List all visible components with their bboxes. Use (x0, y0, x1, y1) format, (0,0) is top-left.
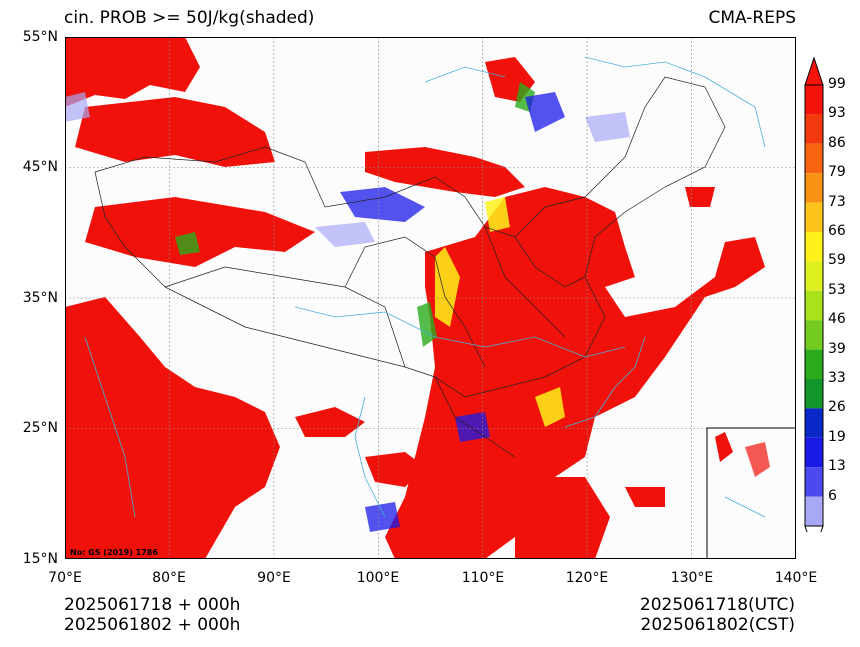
map-approval-note: No: GS (2019) 1786 (70, 548, 158, 557)
lon-label: 90°E (257, 570, 291, 586)
colorbar-label: 93 (828, 105, 846, 122)
plot-title: cin. PROB >= 50J/kg(shaded) (64, 8, 315, 28)
colorbar-label: 79 (828, 164, 846, 181)
valid-time-utc: 2025061718(UTC) (639, 595, 795, 615)
colorbar-segment (805, 261, 823, 291)
colorbar-extend-top (804, 56, 824, 86)
colorbar-label: 59 (828, 252, 846, 269)
colorbar-label: 6 (828, 487, 837, 504)
colorbar-segment (805, 85, 823, 115)
lon-label: 120°E (565, 570, 609, 586)
valid-times-right: 2025061718(UTC) 2025061802(CST) (640, 595, 795, 635)
lat-label: 45°N (22, 159, 58, 175)
colorbar-label: 13 (828, 458, 846, 475)
colorbar-label: 19 (828, 428, 846, 445)
init-time-utc: 2025061718 + 000h (64, 595, 241, 615)
colorbar-segment (805, 202, 823, 232)
colorbar-label: 99 (828, 76, 846, 92)
init-time-cst: 2025061802 + 000h (64, 615, 241, 635)
colorbar-segment (805, 232, 823, 262)
high-probability-shading (65, 37, 765, 559)
lon-label: 140°E (774, 570, 818, 586)
colorbar-segment (805, 379, 823, 409)
colorbar-label: 33 (828, 370, 846, 386)
colorbar-segment (805, 467, 823, 497)
probability-map: No: GS (2019) 1786 (65, 37, 796, 559)
rivers-coastlines (84, 56, 766, 518)
lat-label: 15°N (22, 551, 58, 567)
lon-label: 80°E (152, 570, 186, 586)
colorbar-label: 26 (828, 399, 846, 416)
model-name: CMA-REPS (708, 8, 796, 28)
lon-label: 110°E (461, 570, 505, 586)
country-borders (94, 76, 726, 458)
lon-label: 130°E (670, 570, 714, 586)
colorbar-label: 86 (828, 134, 846, 151)
colorbar-segment (805, 114, 823, 144)
colorbar-label: 73 (828, 193, 846, 210)
colorbar-segment (805, 349, 823, 379)
lat-label: 35°N (22, 290, 58, 306)
colorbar-segment (805, 143, 823, 174)
colorbar-extend-bottom (804, 525, 824, 532)
colorbar-segment (805, 437, 823, 468)
colorbar-segment (805, 408, 823, 438)
valid-time-cst: 2025061802(CST) (640, 615, 795, 635)
colorbar-label: 66 (828, 223, 846, 239)
lat-label: 25°N (22, 420, 58, 436)
colorbar-segment (805, 496, 823, 526)
lat-label: 55°N (22, 29, 58, 45)
lon-label: 70°E (48, 570, 82, 586)
lon-label: 100°E (356, 570, 400, 586)
forecast-times-left: 2025061718 + 000h 2025061802 + 000h (64, 595, 240, 635)
colorbar (804, 56, 824, 532)
colorbar-segment (805, 173, 823, 203)
colorbar-label: 39 (828, 340, 846, 357)
inset-map (706, 427, 796, 559)
map-frame (65, 37, 796, 559)
colorbar-segment (805, 320, 823, 350)
colorbar-label: 53 (828, 281, 846, 298)
colorbar-segment (805, 290, 823, 321)
colorbar-label: 46 (828, 311, 846, 328)
